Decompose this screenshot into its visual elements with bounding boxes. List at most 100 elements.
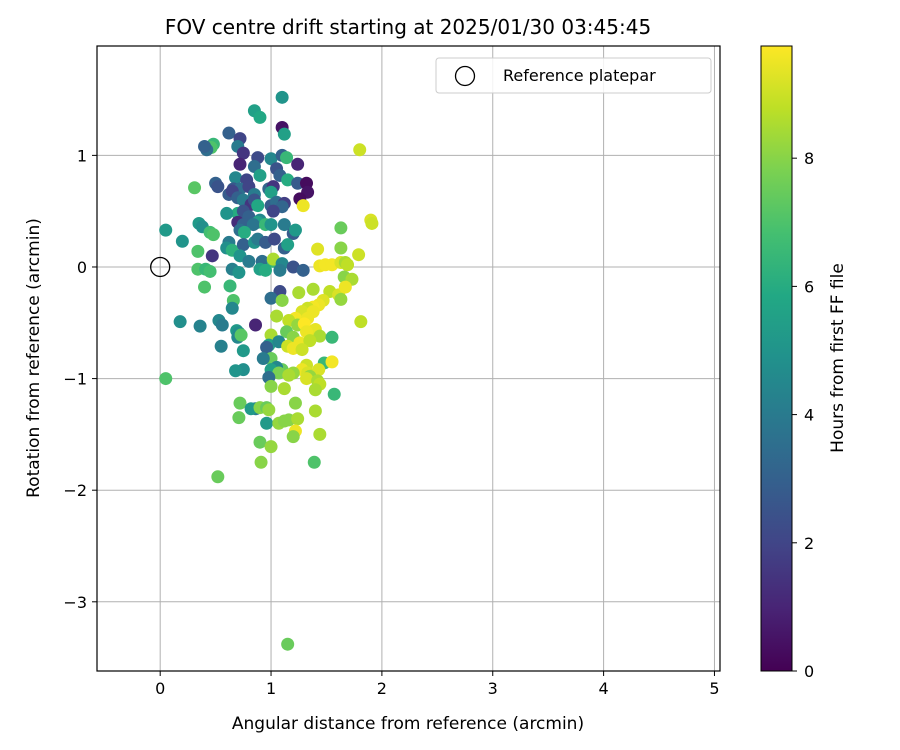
y-tick-label: 1 bbox=[77, 146, 87, 165]
data-point bbox=[334, 221, 348, 235]
data-points bbox=[159, 90, 379, 651]
data-point bbox=[308, 404, 322, 418]
data-point bbox=[264, 185, 278, 199]
data-point bbox=[334, 292, 348, 306]
colorbar: 0 2 4 6 8 Hours from first FF file bbox=[760, 45, 848, 681]
data-point bbox=[281, 173, 295, 187]
data-point bbox=[253, 110, 267, 124]
data-point bbox=[233, 157, 247, 171]
chart-title: FOV centre drift starting at 2025/01/30 … bbox=[165, 15, 651, 39]
data-point bbox=[273, 263, 287, 277]
reference-marker bbox=[150, 256, 171, 278]
data-point bbox=[193, 319, 207, 333]
x-tick-label: 4 bbox=[599, 679, 609, 698]
data-point bbox=[234, 328, 248, 342]
y-tick-label: 0 bbox=[77, 258, 87, 277]
x-tick-label: 1 bbox=[266, 679, 276, 698]
data-point bbox=[353, 143, 367, 157]
data-point bbox=[300, 372, 314, 386]
data-point bbox=[253, 435, 267, 449]
data-point bbox=[281, 238, 295, 252]
legend-box bbox=[435, 57, 712, 94]
data-point bbox=[220, 206, 234, 220]
data-point bbox=[281, 637, 295, 651]
data-point bbox=[365, 216, 379, 230]
data-point bbox=[211, 180, 225, 194]
data-point bbox=[191, 244, 205, 258]
data-point bbox=[286, 430, 300, 444]
data-point bbox=[198, 280, 212, 294]
data-point bbox=[266, 204, 280, 218]
colorbar-tick-label: 8 bbox=[804, 149, 814, 168]
data-point bbox=[325, 330, 339, 344]
y-axis-ticks: −3 −2 −1 0 1 bbox=[63, 146, 97, 612]
data-point bbox=[251, 199, 265, 213]
data-point bbox=[352, 248, 366, 262]
data-point bbox=[307, 455, 321, 469]
data-point bbox=[334, 241, 348, 255]
data-point bbox=[262, 403, 276, 417]
data-point bbox=[288, 396, 302, 410]
data-point bbox=[159, 372, 173, 386]
data-point bbox=[267, 232, 281, 246]
data-point bbox=[173, 315, 187, 329]
data-point bbox=[264, 440, 278, 454]
data-point bbox=[242, 254, 256, 268]
data-point bbox=[198, 139, 212, 153]
data-point bbox=[296, 263, 310, 277]
data-point bbox=[311, 242, 325, 256]
legend: Reference platepar bbox=[435, 57, 712, 94]
data-point bbox=[236, 238, 250, 252]
data-point bbox=[206, 228, 220, 242]
data-point bbox=[303, 334, 317, 348]
data-point bbox=[236, 344, 250, 358]
data-point bbox=[188, 181, 202, 195]
data-point bbox=[225, 301, 239, 315]
data-point bbox=[223, 279, 237, 293]
data-point bbox=[282, 368, 296, 382]
y-axis-label: Rotation from reference (arcmin) bbox=[24, 218, 44, 498]
data-point bbox=[338, 280, 352, 294]
y-tick-label: −3 bbox=[63, 593, 87, 612]
data-point bbox=[291, 412, 305, 426]
data-point bbox=[264, 291, 278, 305]
colorbar-tick-label: 6 bbox=[804, 277, 814, 296]
legend-marker-icon bbox=[454, 65, 476, 87]
data-point bbox=[259, 263, 272, 277]
data-point bbox=[159, 223, 173, 237]
data-point bbox=[232, 266, 246, 280]
data-point bbox=[327, 387, 341, 401]
data-point bbox=[229, 364, 243, 378]
data-point bbox=[214, 339, 228, 353]
plot-frame bbox=[96, 45, 721, 672]
data-point bbox=[237, 225, 251, 239]
colorbar-tick-label: 4 bbox=[804, 406, 814, 425]
data-point bbox=[249, 318, 263, 332]
data-point bbox=[275, 293, 289, 307]
colorbar-tick-label: 2 bbox=[804, 534, 814, 553]
data-point bbox=[277, 218, 291, 232]
data-point bbox=[215, 318, 229, 332]
data-point bbox=[256, 352, 270, 365]
data-point bbox=[272, 366, 286, 380]
data-point bbox=[175, 234, 189, 248]
data-point bbox=[286, 260, 300, 274]
data-point bbox=[288, 223, 302, 237]
data-point bbox=[260, 340, 274, 354]
y-tick-label: −1 bbox=[63, 370, 87, 389]
data-point bbox=[277, 127, 291, 141]
data-point bbox=[325, 355, 339, 369]
data-point bbox=[236, 146, 250, 160]
x-tick-label: 0 bbox=[155, 679, 165, 698]
data-point bbox=[308, 383, 322, 397]
data-point bbox=[229, 171, 243, 185]
data-point bbox=[260, 416, 274, 430]
data-point bbox=[277, 414, 291, 428]
data-point bbox=[341, 258, 355, 272]
data-point bbox=[277, 382, 291, 396]
data-point bbox=[280, 151, 294, 165]
data-point bbox=[203, 264, 217, 278]
data-point bbox=[292, 286, 306, 300]
data-point bbox=[306, 282, 320, 296]
